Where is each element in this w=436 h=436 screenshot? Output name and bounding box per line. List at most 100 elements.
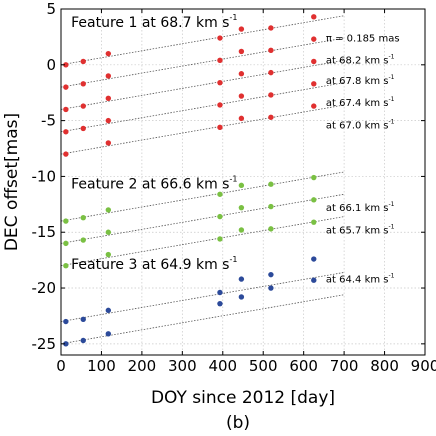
x-tick-label-4: 400 xyxy=(208,357,237,375)
x-axis-title: DOY since 2012 [day] xyxy=(151,388,335,408)
point-feature3-s9-1 xyxy=(80,337,86,344)
point-feature2-s6-4 xyxy=(238,204,245,211)
point-feature1-s3-5 xyxy=(268,92,274,98)
point-feature3-s8-3 xyxy=(217,289,223,296)
point-feature1-s0-5 xyxy=(268,25,274,31)
point-feature1-s2-0 xyxy=(63,106,69,113)
x-tick-label-9: 900 xyxy=(411,357,436,375)
velocity-annotation-0: π = 0.185 mas xyxy=(326,33,400,44)
y-axis-title: DEC offset[mas] xyxy=(2,113,22,251)
x-tick-label-6: 600 xyxy=(289,357,318,375)
point-feature1-s3-2 xyxy=(105,117,112,124)
point-feature3-s9-4 xyxy=(238,294,245,300)
y-tick-label-5: -20 xyxy=(32,279,57,297)
point-feature1-s3-0 xyxy=(63,129,69,135)
point-feature3-s9-0 xyxy=(63,341,69,347)
point-feature2-s5-1 xyxy=(80,215,86,221)
y-tick-label-2: -5 xyxy=(41,112,56,130)
point-feature1-s0-0 xyxy=(63,62,69,68)
velocity-annotation-2: at 67.8 km s-1 xyxy=(326,74,395,87)
feature-title-2: Feature 2 at 66.6 km s-1 xyxy=(71,175,237,193)
point-feature2-s6-3 xyxy=(217,213,223,220)
point-feature1-s4-1 xyxy=(105,140,112,146)
point-feature2-s6-5 xyxy=(268,203,274,210)
point-feature2-s5-0 xyxy=(63,218,69,224)
y-tick-label-4: -15 xyxy=(32,223,57,241)
point-feature2-s6-6 xyxy=(311,197,317,203)
velocity-annotation-1: at 68.2 km s-1 xyxy=(326,54,395,67)
point-feature3-s9-5 xyxy=(268,285,274,291)
point-feature2-s5-6 xyxy=(311,174,317,181)
plot-frame xyxy=(60,8,426,356)
point-feature2-s5-4 xyxy=(238,182,245,189)
fit-line-9 xyxy=(60,294,345,345)
x-tick-label-3: 300 xyxy=(168,357,197,375)
x-tick-label-1: 100 xyxy=(87,357,116,375)
point-feature1-s1-4 xyxy=(238,48,245,55)
point-feature1-s1-3 xyxy=(217,57,223,64)
point-feature1-s1-1 xyxy=(80,81,86,87)
point-feature1-s1-6 xyxy=(311,36,317,42)
fit-line-3 xyxy=(60,82,345,133)
point-feature1-s0-2 xyxy=(105,50,112,57)
point-feature1-s0-1 xyxy=(80,58,86,65)
x-tick-label-0: 0 xyxy=(56,357,66,375)
point-feature1-s0-4 xyxy=(238,26,245,32)
y-tick-label-0: 5 xyxy=(46,0,56,18)
point-feature1-s2-5 xyxy=(268,69,274,76)
feature-title-1: Feature 1 at 68.7 km s-1 xyxy=(71,13,237,31)
point-feature2-s5-2 xyxy=(105,207,112,213)
velocity-annotation-7: at 64.4 km s-1 xyxy=(326,272,395,285)
point-feature1-s4-5 xyxy=(311,103,317,109)
point-feature2-s7-3 xyxy=(238,227,245,233)
point-feature2-s7-5 xyxy=(311,219,317,225)
point-feature1-s0-6 xyxy=(311,14,317,20)
point-feature1-s1-2 xyxy=(105,73,112,79)
point-feature1-s2-2 xyxy=(105,95,112,101)
feature-title-3: Feature 3 at 64.9 km s-1 xyxy=(71,255,237,273)
figure-caption: (b) xyxy=(226,413,250,433)
point-feature3-s8-2 xyxy=(105,307,112,314)
grid xyxy=(60,8,426,355)
point-feature1-s4-0 xyxy=(63,151,69,157)
labels: Feature 1 at 68.7 km s-1 Feature 2 at 66.… xyxy=(71,13,399,286)
x-tick-label-2: 200 xyxy=(128,357,157,375)
point-feature3-s8-4 xyxy=(238,276,245,282)
point-feature3-s8-6 xyxy=(311,256,317,262)
point-feature1-s4-2 xyxy=(217,124,223,131)
point-feature2-s5-5 xyxy=(268,181,274,187)
x-tick-label-8: 800 xyxy=(370,357,399,375)
point-feature1-s4-3 xyxy=(238,115,245,122)
point-feature1-s3-3 xyxy=(217,102,223,108)
point-feature3-s9-3 xyxy=(217,300,223,307)
point-feature3-s8-1 xyxy=(80,316,86,322)
y-tick-label-3: -10 xyxy=(32,167,57,185)
point-feature1-s3-6 xyxy=(311,81,317,87)
point-feature1-s2-4 xyxy=(238,71,245,77)
y-tick-label-1: 0 xyxy=(46,56,56,74)
point-feature1-s2-1 xyxy=(80,103,86,109)
point-feature2-s5-3 xyxy=(217,191,223,197)
data-points xyxy=(63,14,317,347)
point-feature3-s8-0 xyxy=(63,318,69,325)
point-feature1-s3-4 xyxy=(238,93,245,99)
point-feature3-s9-6 xyxy=(311,277,317,283)
point-feature1-s1-0 xyxy=(63,84,69,90)
point-feature2-s7-0 xyxy=(63,263,69,269)
fit-line-4 xyxy=(60,104,345,155)
ticks: 0 100 200 300 400 500 600 700 800 900 5 0 -5 -10 -15 -2… xyxy=(32,0,436,375)
point-feature1-s4-4 xyxy=(268,114,274,120)
velocity-annotation-4: at 67.0 km s-1 xyxy=(326,118,395,131)
fit-line-2 xyxy=(60,59,345,110)
velocity-annotation-3: at 67.4 km s-1 xyxy=(326,96,395,109)
point-feature2-s7-1 xyxy=(105,251,112,258)
point-feature1-s2-6 xyxy=(311,58,317,65)
point-feature2-s6-0 xyxy=(63,240,69,247)
fit-line-1 xyxy=(60,37,345,88)
point-feature2-s6-1 xyxy=(80,237,86,243)
point-feature1-s1-5 xyxy=(268,47,274,53)
x-tick-label-5: 500 xyxy=(249,357,278,375)
point-feature3-s8-5 xyxy=(268,271,274,278)
point-feature1-s0-3 xyxy=(217,35,223,41)
velocity-annotation-6: at 65.7 km s-1 xyxy=(326,223,395,236)
